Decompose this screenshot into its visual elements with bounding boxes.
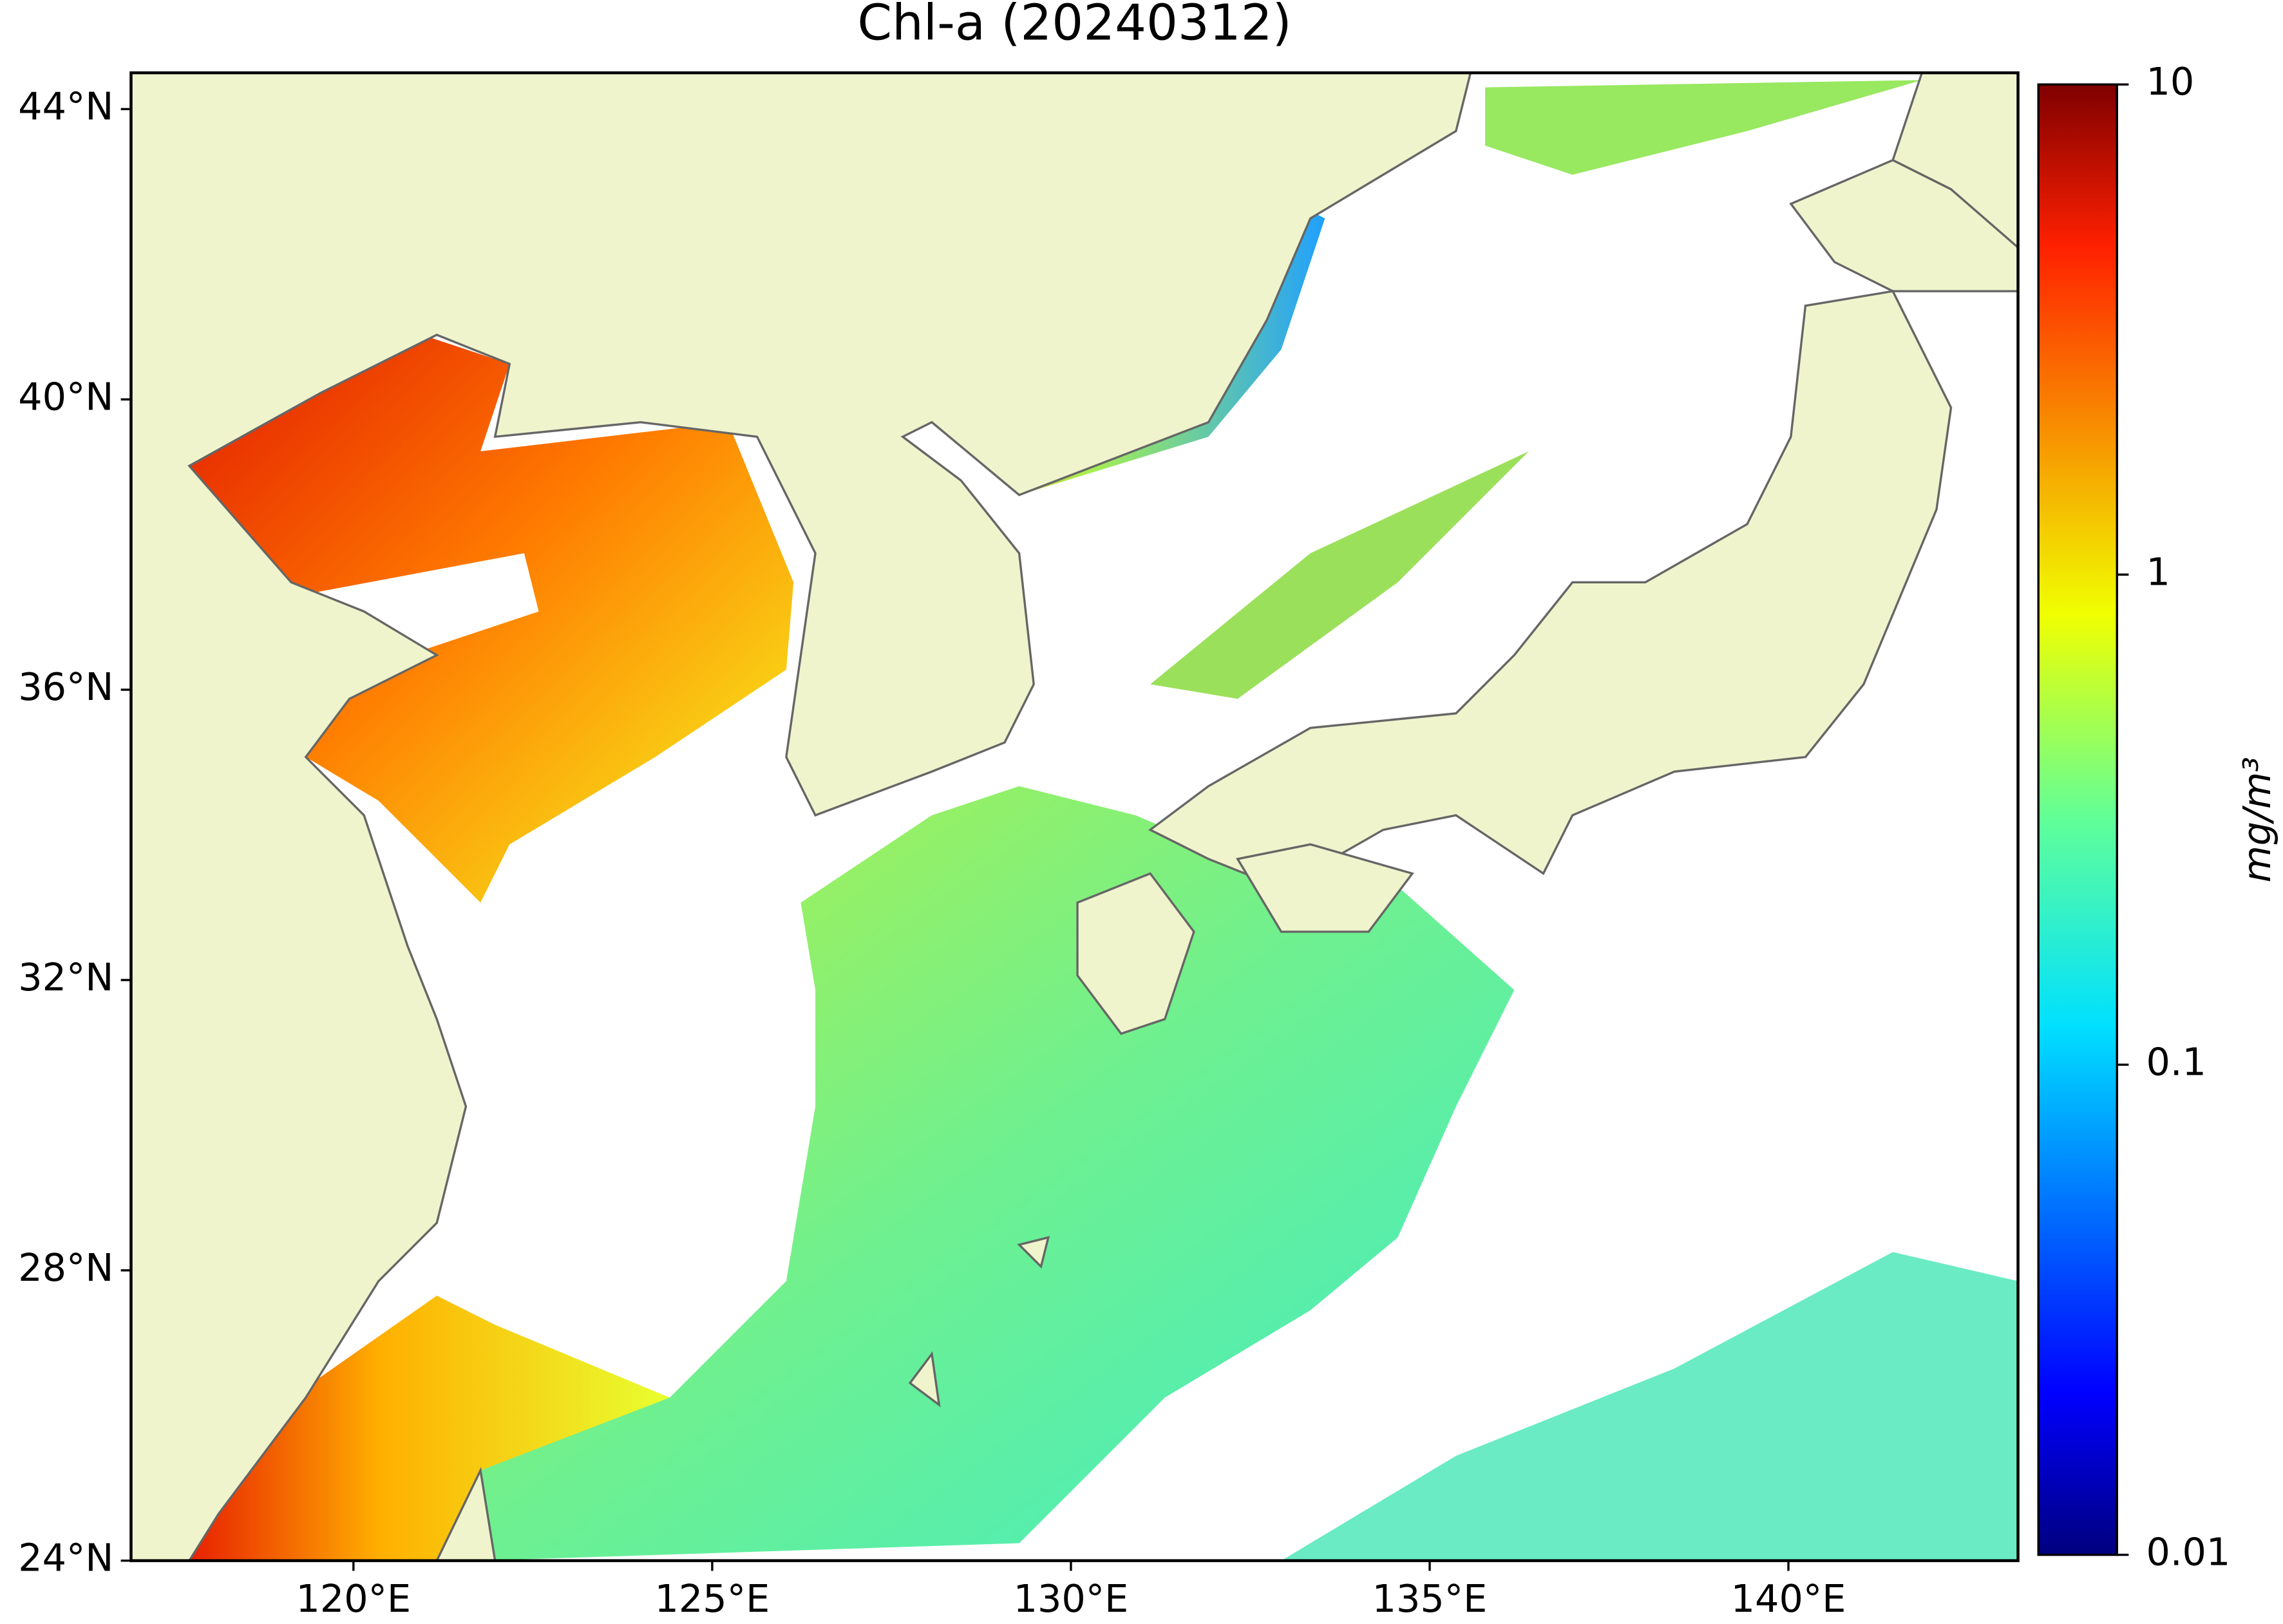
- colorbar-tick-label: 0.01: [2146, 1530, 2230, 1574]
- map-frame: [129, 71, 2020, 1562]
- chl-patch: [1485, 80, 1922, 175]
- map: [131, 73, 2018, 1561]
- land: [131, 73, 2018, 1561]
- y-tick-label: 36°N: [18, 665, 113, 709]
- y-tick-label: 28°N: [18, 1245, 113, 1290]
- x-tick-label: 135°E: [1372, 1576, 1488, 1621]
- y-tick-label: 24°N: [18, 1536, 113, 1580]
- title: Chl-a (20240312): [857, 0, 1291, 52]
- y-tick-label: 32°N: [18, 955, 113, 999]
- chl-patch: [189, 335, 794, 903]
- chl-patch: [1150, 451, 1529, 699]
- colorbar-tick-label: 1: [2146, 549, 2170, 594]
- y-tick-label: 40°N: [18, 374, 113, 419]
- x-tick-label: 130°E: [1014, 1576, 1129, 1621]
- chl-patch: [451, 786, 1515, 1561]
- x-tick-label: 140°E: [1731, 1576, 1846, 1621]
- x-tick-label: 125°E: [655, 1576, 770, 1621]
- x-tick-label: 120°E: [296, 1576, 411, 1621]
- chl-patch: [189, 1296, 670, 1561]
- colorbar-tick-label: 0.1: [2146, 1040, 2206, 1084]
- chl-patch: [1281, 1252, 2018, 1561]
- colorbar-label: mg/m³: [2235, 757, 2279, 882]
- colorbar-tick-label: 10: [2146, 59, 2194, 104]
- colorbar: [2037, 83, 2118, 1556]
- y-tick-label: 44°N: [18, 84, 113, 129]
